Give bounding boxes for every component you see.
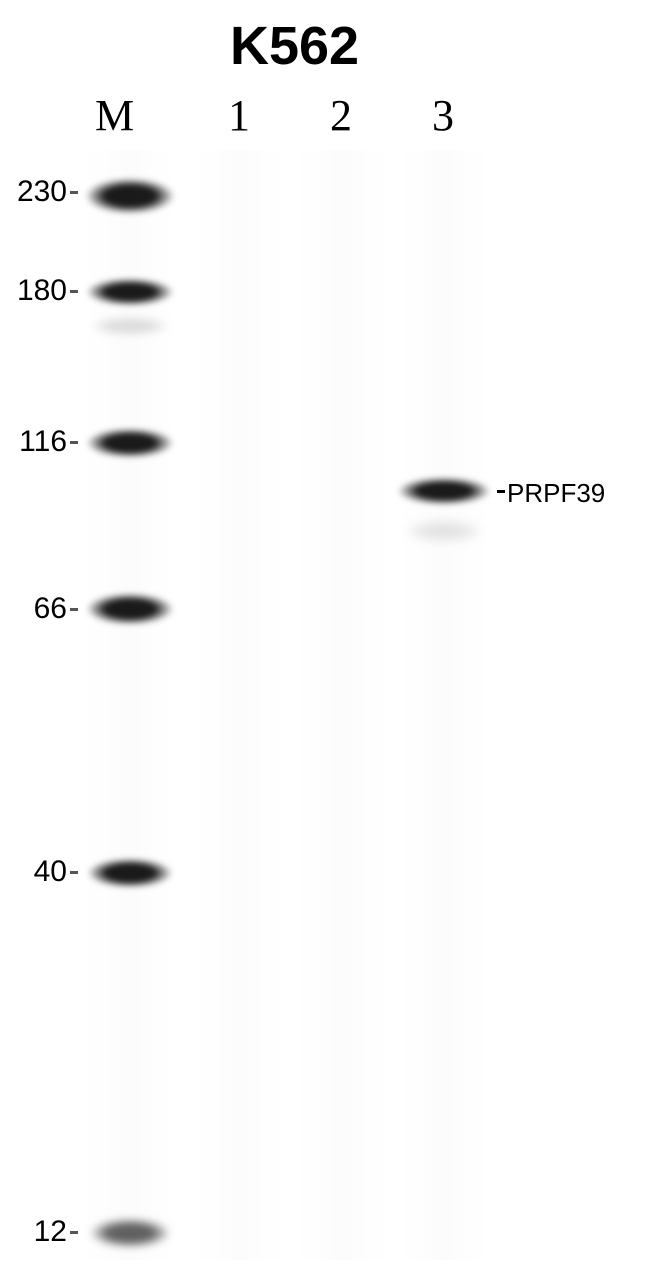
lane-label-2: 2 (330, 90, 352, 141)
mw-tick (70, 608, 78, 611)
mw-tick (70, 871, 78, 874)
marker-band (87, 858, 173, 888)
mw-label: 66 (34, 592, 67, 626)
mw-label: 116 (19, 425, 67, 459)
sample-band-faint (404, 520, 484, 542)
target-tick (497, 490, 505, 493)
marker-band (85, 178, 175, 214)
mw-tick (70, 441, 78, 444)
mw-tick (70, 1231, 78, 1234)
lane-bg-2 (296, 150, 388, 1260)
lane-bg-3 (398, 150, 490, 1260)
mw-label: 12 (34, 1215, 67, 1249)
cell-line-title: K562 (230, 15, 359, 77)
lane-bg-1 (194, 150, 286, 1260)
sample-band-prpf39 (397, 477, 491, 505)
gel-figure: K562 M 1 2 3 230 180 116 66 40 12 PRPF39 (0, 0, 650, 1283)
mw-tick (70, 191, 78, 194)
marker-band (86, 428, 174, 458)
mw-tick (70, 290, 78, 293)
lane-label-1: 1 (228, 90, 250, 141)
lane-label-3: 3 (432, 90, 454, 141)
mw-label: 180 (17, 274, 67, 308)
marker-band-faint (90, 316, 170, 336)
mw-label: 230 (17, 175, 67, 209)
target-label: PRPF39 (507, 478, 605, 509)
marker-band (86, 593, 174, 625)
lane-label-M: M (95, 90, 134, 141)
mw-label: 40 (34, 855, 67, 889)
marker-band (89, 1218, 171, 1248)
marker-band (86, 278, 174, 306)
